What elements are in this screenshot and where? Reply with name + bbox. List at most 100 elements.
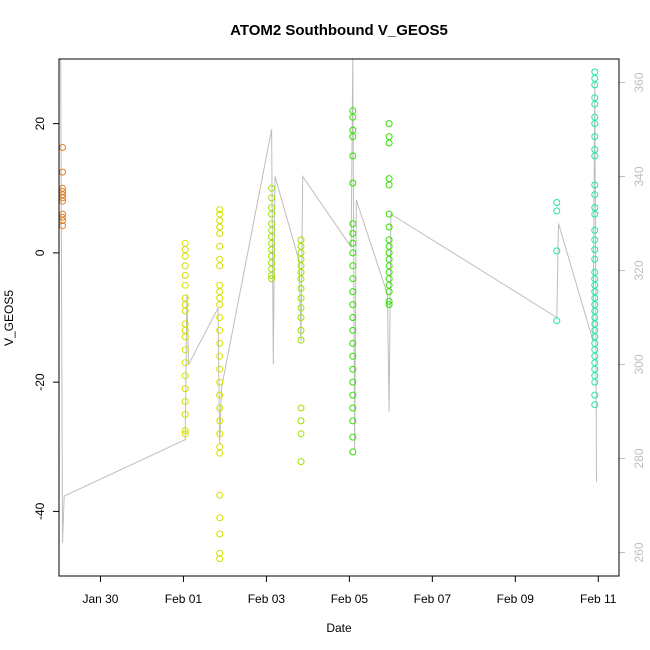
data-point (349, 249, 357, 257)
data-point (268, 272, 276, 279)
data-point (591, 120, 599, 128)
data-point (216, 530, 224, 538)
data-point (297, 314, 305, 321)
data-point (349, 239, 357, 247)
data-point (216, 365, 224, 373)
data-point (349, 275, 357, 283)
data-point (268, 275, 276, 283)
data-point (297, 284, 305, 292)
data-point (385, 181, 393, 189)
data-point (297, 458, 305, 466)
data-point (181, 301, 189, 309)
y-right-tick-label: 300 (632, 354, 646, 374)
data-point (591, 100, 599, 108)
data-point (216, 391, 224, 399)
data-point (591, 391, 599, 399)
data-point (297, 430, 305, 438)
line-layer (60, 58, 597, 544)
data-point (591, 236, 599, 244)
data-point (216, 262, 224, 270)
y-right-tick-label: 320 (632, 260, 646, 280)
data-point (216, 430, 224, 438)
plot-frame (58, 58, 620, 577)
data-point (297, 304, 305, 312)
data-point (349, 391, 357, 399)
data-point (297, 275, 305, 283)
data-point (297, 294, 305, 302)
x-tick-label: Feb 09 (497, 592, 535, 606)
data-point (385, 139, 393, 147)
data-point (349, 339, 357, 347)
data-point (216, 242, 224, 250)
data-point (268, 194, 276, 202)
y-right-tick-label: 360 (632, 72, 646, 92)
data-point (349, 448, 357, 456)
y-right-tick-label: 280 (632, 448, 646, 468)
data-point (181, 359, 189, 367)
data-point (349, 288, 357, 296)
axis-layer: Jan 30 Feb 01 Feb 03 Feb 05 Feb 07 Feb 09 Feb … (33, 72, 646, 606)
y-axis-label: V_GEOS5 (2, 290, 16, 346)
data-point (349, 433, 357, 441)
data-point (181, 430, 189, 438)
data-point (553, 207, 561, 215)
data-point (349, 352, 357, 360)
data-point (181, 252, 189, 260)
data-point (216, 549, 224, 557)
data-point (297, 326, 305, 334)
x-tick-label: Feb 01 (165, 592, 203, 606)
data-point (553, 199, 561, 206)
data-point (181, 281, 189, 289)
data-point (216, 449, 224, 457)
data-point (385, 297, 393, 305)
data-point (216, 314, 224, 321)
data-point (181, 385, 189, 393)
x-tick-label: Feb 03 (248, 592, 286, 606)
data-point (553, 247, 561, 255)
x-tick-label: Feb 05 (331, 592, 369, 606)
data-point (385, 210, 393, 218)
y-right-tick-label: 340 (632, 166, 646, 186)
y-right-tick-label: 260 (632, 542, 646, 562)
data-point (349, 113, 357, 121)
data-point (349, 326, 357, 334)
data-point (591, 255, 599, 263)
series-line (60, 58, 597, 544)
data-point (349, 220, 357, 228)
data-point (553, 317, 561, 325)
x-axis-label: Date (326, 621, 352, 635)
data-point (591, 81, 599, 89)
data-point (591, 152, 599, 160)
y-tick-label: 0 (33, 249, 47, 256)
data-point (181, 372, 189, 380)
data-point (385, 288, 393, 296)
data-point (216, 417, 224, 425)
data-point (216, 491, 224, 499)
data-point (181, 427, 189, 435)
data-point (591, 401, 599, 409)
data-point (349, 365, 357, 373)
data-point (591, 133, 599, 141)
data-point (216, 339, 224, 347)
data-point (181, 326, 189, 334)
data-point (349, 230, 357, 237)
data-point (297, 404, 305, 412)
data-point (297, 336, 305, 344)
data-point (268, 210, 276, 218)
data-point (349, 179, 357, 187)
chart-title: ATOM2 Southbound V_GEOS5 (230, 22, 448, 39)
data-point (181, 398, 189, 405)
data-point (181, 346, 189, 354)
data-point (216, 326, 224, 334)
y-tick-label: -40 (33, 502, 47, 520)
data-point (216, 378, 224, 386)
data-point (349, 301, 357, 309)
data-point (216, 514, 224, 522)
y-tick-label: 20 (33, 117, 47, 131)
x-tick-label: Feb 07 (414, 592, 452, 606)
data-point (216, 555, 224, 563)
data-point (591, 181, 599, 189)
data-point (349, 133, 357, 141)
